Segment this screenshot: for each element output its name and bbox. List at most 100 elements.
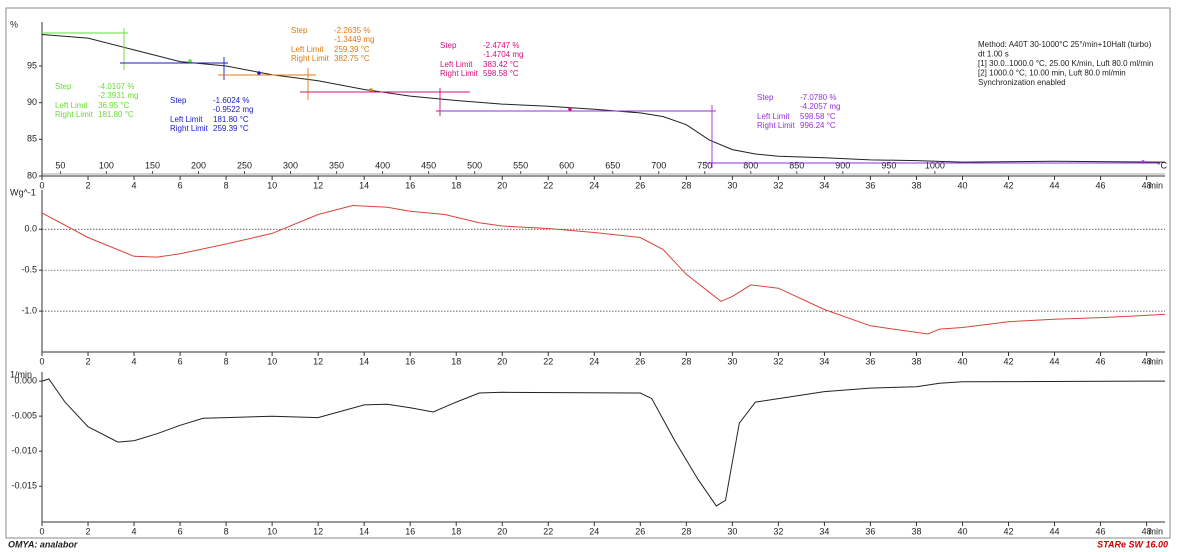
x-tick-label: 26 [635, 180, 645, 190]
x-tick-label: 28 [681, 526, 691, 536]
step-right: 382.75 °C [334, 54, 370, 63]
x-tick-label: 24 [589, 180, 599, 190]
x-tick-label: 8 [224, 180, 229, 190]
x-tick-label: 34 [819, 526, 829, 536]
y-axis-label: Wg^-1 [10, 187, 36, 197]
x-tick-label: 20 [497, 356, 507, 366]
y-tick-label: 0.000 [14, 375, 37, 385]
temperature-tick-label: 500 [467, 160, 482, 170]
y-tick-label: 0.0 [24, 224, 37, 234]
x-tick-label: 14 [359, 526, 369, 536]
x-tick-label: 30 [727, 526, 737, 536]
x-tick-label: 38 [911, 526, 921, 536]
x-tick-label: 6 [178, 180, 183, 190]
temperature-tick-label: 200 [191, 160, 206, 170]
x-tick-label: 48 [1142, 180, 1152, 190]
x-tick-label: 4 [132, 356, 137, 366]
temperature-tick-label: 950 [881, 160, 896, 170]
x-tick-label: 12 [313, 180, 323, 190]
step-right: 996.24 °C [800, 121, 836, 130]
x-tick-label: 2 [86, 526, 91, 536]
x-tick-label: 44 [1050, 180, 1060, 190]
x-tick-label: 2 [86, 356, 91, 366]
step-left: 259.39 °C [334, 45, 370, 54]
step-mass: -4.2057 mg [800, 102, 840, 111]
x-tick-label: 4 [132, 180, 137, 190]
x-tick-label: 24 [589, 526, 599, 536]
x-tick-label: 38 [911, 180, 921, 190]
curve [41, 378, 1166, 507]
method-line: [1] 30.0..1000.0 °C, 25.00 K/min, Luft 8… [978, 59, 1153, 68]
temperature-tick-label: 400 [375, 160, 390, 170]
temperature-tick-label: 750 [697, 160, 712, 170]
step-right-label: Right Limit [291, 54, 330, 63]
step-label: Step [291, 26, 308, 35]
temperature-tick-label: 1000 [925, 160, 945, 170]
y-axis-label: % [10, 19, 18, 29]
step-left-label: Left Limit [55, 101, 88, 110]
y-tick-label: -0.015 [11, 481, 37, 491]
method-line: Method: A40T 30-1000°C 25°/min+10Halt (t… [978, 40, 1152, 49]
y-tick-label: 85 [27, 134, 37, 144]
x-tick-label: 4 [132, 526, 137, 536]
temperature-tick-label: 600 [559, 160, 574, 170]
step-mass: -0.9522 mg [213, 105, 253, 114]
x-tick-label: 26 [635, 526, 645, 536]
step-dot [568, 107, 572, 111]
step-left: 598.58 °C [800, 112, 836, 121]
x-tick-label: 22 [543, 526, 553, 536]
step-dot [1141, 160, 1145, 164]
x-tick-label: 48 [1142, 526, 1152, 536]
step-left: 383.42 °C [483, 60, 519, 69]
x-tick-label: 10 [267, 356, 277, 366]
x-tick-label: 16 [405, 356, 415, 366]
x-tick-label: 42 [1004, 180, 1014, 190]
temperature-tick-label: 700 [651, 160, 666, 170]
temperature-tick-label: 50 [55, 160, 65, 170]
x-tick-label: 30 [727, 180, 737, 190]
x-tick-label: 12 [313, 356, 323, 366]
step-label: Step [55, 82, 72, 91]
temperature-tick-label: 250 [237, 160, 252, 170]
x-unit: min [1148, 526, 1163, 536]
temperature-tick-label: 300 [283, 160, 298, 170]
step-left-label: Left Limit [291, 45, 324, 54]
x-tick-label: 40 [957, 526, 967, 536]
x-tick-label: 44 [1050, 526, 1060, 536]
y-tick-label: 80 [27, 170, 37, 180]
x-tick-label: 48 [1142, 356, 1152, 366]
y-tick-label: -0.5 [21, 265, 37, 275]
x-tick-label: 8 [224, 526, 229, 536]
x-tick-label: 2 [86, 180, 91, 190]
footer-right: STARe SW 16.00 [1097, 539, 1168, 549]
x-tick-label: 26 [635, 356, 645, 366]
temperature-tick-label: 550 [513, 160, 528, 170]
x-tick-label: 20 [497, 180, 507, 190]
step-value: -4.0107 % [98, 82, 134, 91]
x-tick-label: 22 [543, 180, 553, 190]
x-tick-label: 32 [773, 526, 783, 536]
step-mass: -2.3931 mg [98, 91, 138, 100]
x-tick-label: 18 [451, 356, 461, 366]
x-tick-label: 32 [773, 356, 783, 366]
y-axis-label: 1/min [10, 369, 32, 379]
x-tick-label: 10 [267, 180, 277, 190]
x-tick-label: 46 [1096, 526, 1106, 536]
x-tick-label: 14 [359, 356, 369, 366]
x-tick-label: 46 [1096, 180, 1106, 190]
x-tick-label: 46 [1096, 356, 1106, 366]
step-right: 598.58 °C [483, 69, 519, 78]
step-dot [257, 71, 261, 75]
x-tick-label: 40 [957, 180, 967, 190]
temperature-unit: °C [1157, 160, 1168, 170]
step-mass: -1.4704 mg [483, 50, 523, 59]
step-dot [188, 59, 192, 63]
step-right-label: Right Limit [757, 121, 796, 130]
step-mass: -1.3449 mg [334, 35, 374, 44]
x-tick-label: 34 [819, 356, 829, 366]
step-value: -2.2635 % [334, 26, 370, 35]
step-right-label: Right Limit [440, 69, 479, 78]
x-tick-label: 12 [313, 526, 323, 536]
x-unit: min [1148, 180, 1163, 190]
